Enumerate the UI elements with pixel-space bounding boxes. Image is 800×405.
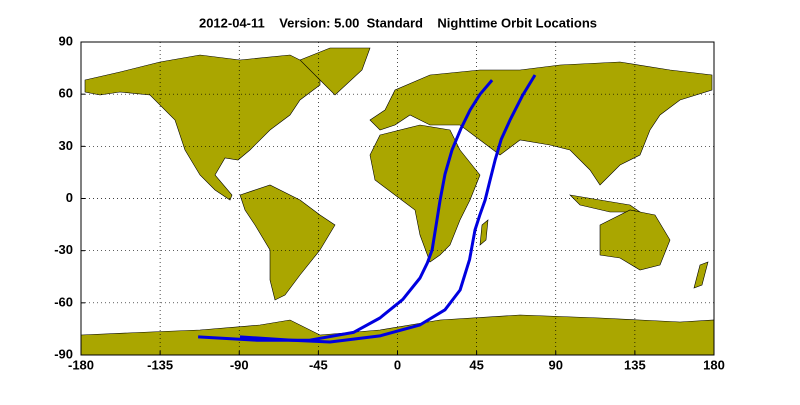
x-tick-label: 0 <box>394 357 401 372</box>
indonesia <box>569 194 641 213</box>
x-tick-label: -90 <box>230 357 249 372</box>
eurasia <box>369 61 713 186</box>
y-tick-label: 30 <box>59 138 73 153</box>
orbit-track <box>239 74 537 344</box>
chart-title: 2012-04-11 Version: 5.00 Standard Nightt… <box>199 15 597 30</box>
x-tick-label: 135 <box>624 357 646 372</box>
x-tick-label: 45 <box>469 357 483 372</box>
australia <box>599 209 671 271</box>
y-tick-label: -30 <box>54 242 73 257</box>
y-tick-label: 90 <box>59 33 73 48</box>
x-tick-label: 90 <box>549 357 563 372</box>
x-tick-label: 180 <box>703 357 725 372</box>
y-tick-label: -90 <box>54 346 73 361</box>
south-america <box>239 184 336 301</box>
x-tick-label: -45 <box>309 357 328 372</box>
x-tick-label: -180 <box>68 357 94 372</box>
x-tick-label: -135 <box>147 357 173 372</box>
y-tick-label: -60 <box>54 294 73 309</box>
greenland <box>299 47 371 96</box>
orbit-track <box>198 79 494 342</box>
madagascar <box>479 219 489 246</box>
africa <box>369 124 481 263</box>
new-zealand <box>693 261 709 289</box>
y-tick-label: 60 <box>59 86 73 101</box>
north-america <box>84 54 321 201</box>
y-tick-label: 0 <box>66 190 73 205</box>
